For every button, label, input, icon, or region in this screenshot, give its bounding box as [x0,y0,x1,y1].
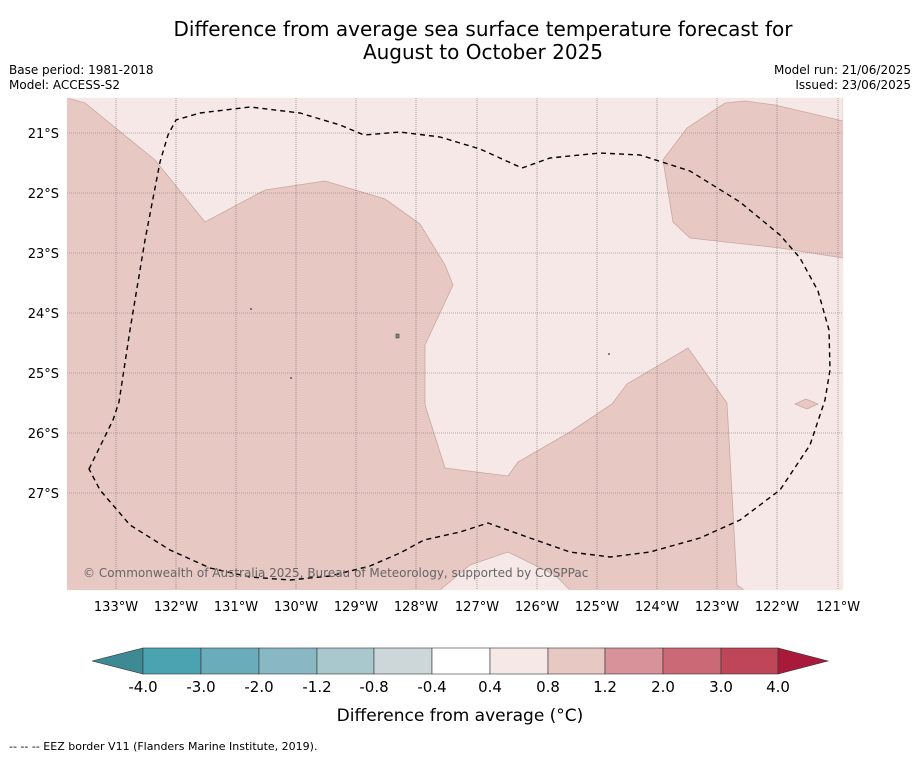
copyright-notice: © Commonwealth of Australia 2025, Bureau… [83,566,588,580]
meta-right: Model run: 21/06/2025 Issued: 23/06/2025 [774,63,911,93]
title-line-2: August to October 2025 [362,40,604,64]
model-run: Model run: 21/06/2025 [773,63,911,77]
map-frame [66,97,844,591]
colorbar-tick-label: -1.2 [302,678,331,696]
lon-label: 126°W [515,600,559,615]
lon-label: 125°W [575,600,619,615]
island-marker-2 [250,308,252,310]
colorbar-tick-label: 4.0 [766,678,790,696]
colorbar-tick-label: 1.2 [593,678,617,696]
colorbar-segment [604,647,664,675]
colorbar-segment [720,647,779,675]
anomaly-patch-small [793,398,820,410]
colorbar-segment [258,647,318,675]
colorbar-segment [142,647,202,675]
lon-label: 129°W [334,600,378,615]
title-line-1: Difference from average sea surface temp… [173,17,793,41]
lon-label: 127°W [455,600,499,615]
anomaly-region-northeast [662,98,843,259]
meta-left: Base period: 1981-2018 Model: ACCESS-S2 [9,63,154,93]
lon-label: 124°W [635,600,679,615]
colorbar-segment [316,647,375,675]
colorbar-segment [662,647,722,675]
lon-label: 121°W [816,600,860,615]
issued-date: Issued: 23/06/2025 [795,78,911,92]
colorbar: -4.0 -3.0 -2.0 -1.2 -0.8 -0.4 0.4 0.8 1.… [91,647,830,726]
lon-label: 132°W [154,600,198,615]
model-name: Model: ACCESS-S2 [9,78,121,92]
lat-label: 25°S [28,367,59,382]
lat-label: 26°S [28,427,59,442]
gridlines [67,98,843,590]
lat-label: 21°S [28,127,59,142]
island-marker-4 [608,353,610,355]
colorbar-tick-label: -0.8 [359,678,388,696]
colorbar-tick-label: -2.0 [244,678,273,696]
map-title: Difference from average sea surface temp… [0,18,919,64]
eez-border [88,106,831,581]
longitude-labels: 133°W 132°W 131°W 130°W 129°W 128°W 127°… [94,600,860,615]
island-marker [395,333,400,339]
base-period: Base period: 1981-2018 [9,63,154,77]
colorbar-tick-label: -0.4 [417,678,446,696]
lat-label: 27°S [28,487,59,502]
eez-legend-note: -- -- -- EEZ border V11 (Flanders Marine… [9,740,318,753]
island-marker-3 [290,377,292,379]
lon-label: 131°W [214,600,258,615]
colorbar-tick-label: 3.0 [709,678,733,696]
colorbar-tick-label: 0.8 [536,678,560,696]
lon-label: 123°W [695,600,739,615]
lat-label: 23°S [28,247,59,262]
colorbar-segment [200,647,260,675]
colorbar-tick-label: -4.0 [128,678,157,696]
lat-label: 24°S [28,307,59,322]
colorbar-segment [373,647,433,675]
lon-label: 122°W [755,600,799,615]
lon-label: 128°W [394,600,438,615]
colorbar-tick-label: -3.0 [186,678,215,696]
colorbar-segment [547,647,606,675]
colorbar-tick-label: 2.0 [651,678,675,696]
colorbar-extend-low [91,647,144,675]
lon-label: 133°W [94,600,138,615]
colorbar-tick-label: 0.4 [478,678,502,696]
colorbar-segment [431,647,491,675]
colorbar-segment [489,647,549,675]
colorbar-extend-high [777,647,830,675]
colorbar-title: Difference from average (°C) [337,706,584,726]
lat-label: 22°S [28,187,59,202]
latitude-labels: 21°S 22°S 23°S 24°S 25°S 26°S 27°S [28,127,59,502]
lon-label: 130°W [274,600,318,615]
